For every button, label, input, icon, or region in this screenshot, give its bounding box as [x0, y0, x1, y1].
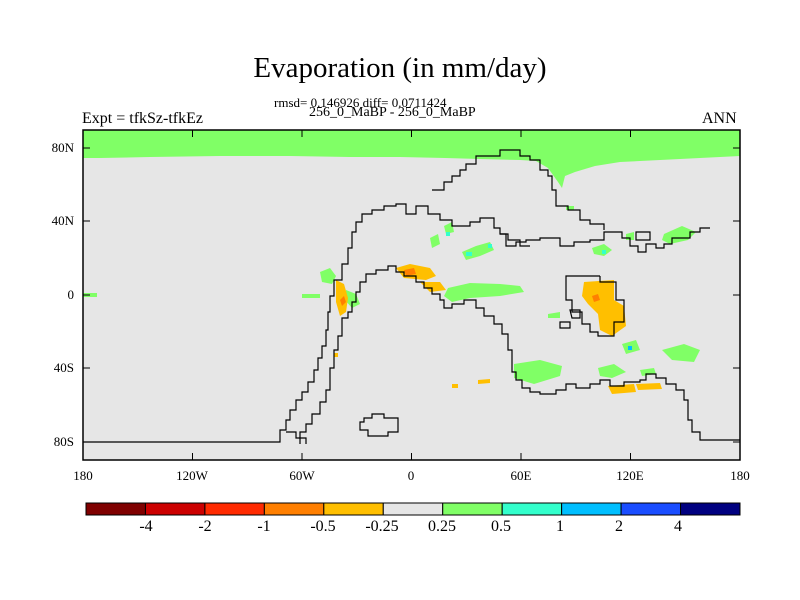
orange-patch — [420, 282, 446, 292]
coastline-small — [559, 321, 571, 329]
coastline-greenland-sibera — [432, 149, 605, 230]
colorbar-label: 4 — [674, 518, 682, 535]
colorbar-box — [620, 502, 682, 516]
colorbar-box — [144, 502, 206, 516]
green-patch — [662, 344, 700, 362]
orange-patch — [334, 353, 338, 357]
green-patch — [430, 234, 440, 248]
lat-tick-marks — [83, 147, 740, 443]
green-patch — [320, 268, 336, 284]
dark-orange-patch — [340, 296, 346, 306]
teal-patch — [628, 346, 632, 350]
coastline-asia-east — [565, 275, 625, 337]
teal-patch — [488, 244, 492, 248]
colorbar-box — [323, 502, 384, 516]
coastline-small — [569, 309, 581, 319]
green-patch — [444, 283, 524, 302]
coastline-south — [299, 265, 740, 444]
colorbar-label: -4 — [139, 518, 153, 535]
orange-patch — [452, 384, 458, 388]
colorbar-box — [501, 502, 563, 516]
coastline-small — [635, 231, 651, 241]
colorbar-box — [680, 502, 741, 516]
lon-tick-label: 60W — [289, 468, 315, 483]
colorbar-box — [204, 502, 265, 516]
colorbar-label: 1 — [556, 518, 564, 535]
map-background — [83, 130, 740, 460]
lat-tick-label: 40S — [53, 360, 74, 375]
colorbar-label: -0.5 — [310, 518, 336, 535]
plot-title: Evaporation (in mm/day) — [253, 52, 547, 84]
orange-patch — [636, 383, 662, 390]
stats-line: rmsd= 0.146926 diff= 0.0711424 — [274, 95, 447, 110]
lon-tick-label: 60E — [510, 468, 532, 483]
colorbar-box — [85, 502, 146, 516]
colorbar — [85, 502, 741, 516]
season-label: ANN — [702, 110, 737, 127]
lon-tick-label: 0 — [407, 468, 415, 483]
colorbar-label: -1 — [257, 518, 271, 535]
colorbar-box — [561, 502, 622, 516]
colorbar-box — [382, 502, 444, 516]
arctic-evaporation-band — [83, 130, 740, 188]
green-patch — [302, 294, 320, 298]
teal-patch — [466, 252, 472, 256]
lat-tick-label: 0 — [67, 287, 75, 302]
green-patch — [514, 360, 562, 384]
colorbar-label: 2 — [615, 518, 623, 535]
lon-tick-label: 180 — [730, 468, 750, 483]
orange-patch — [478, 379, 490, 384]
lat-tick-label: 80S — [53, 434, 74, 449]
lat-tick-label: 80N — [51, 140, 74, 155]
green-patch — [548, 312, 560, 318]
teal-patch — [602, 250, 606, 254]
plot-subtitle: 256_0_MaBP - 256_0_MaBP — [309, 105, 476, 120]
dark-orange-patch — [592, 294, 600, 302]
colorbar-label: 0.5 — [491, 518, 511, 535]
lon-tick-label: 120W — [176, 468, 208, 483]
colorbar-box — [263, 502, 325, 516]
green-patch — [345, 290, 360, 308]
experiment-label: Expt = tfkSz-tfkEz — [82, 110, 203, 127]
coastlines — [83, 149, 740, 444]
lon-tick-marks — [82, 130, 741, 460]
colorbar-label: -0.25 — [365, 518, 399, 535]
lon-tick-label: 180 — [73, 468, 93, 483]
colorbar-label: 0.25 — [428, 518, 456, 535]
coastline-sea — [500, 233, 530, 247]
coastline-main — [83, 203, 710, 443]
colorbar-label: -2 — [198, 518, 212, 535]
green-patch — [662, 226, 696, 244]
coastline-island — [359, 413, 399, 437]
teal-patch — [446, 232, 450, 236]
colorbar-box — [442, 502, 503, 516]
green-patch — [598, 364, 626, 378]
dark-orange-patch — [404, 268, 416, 276]
lon-tick-label: 120E — [616, 468, 644, 483]
coastline-peninsula — [286, 431, 307, 444]
lat-tick-label: 40N — [51, 213, 74, 228]
